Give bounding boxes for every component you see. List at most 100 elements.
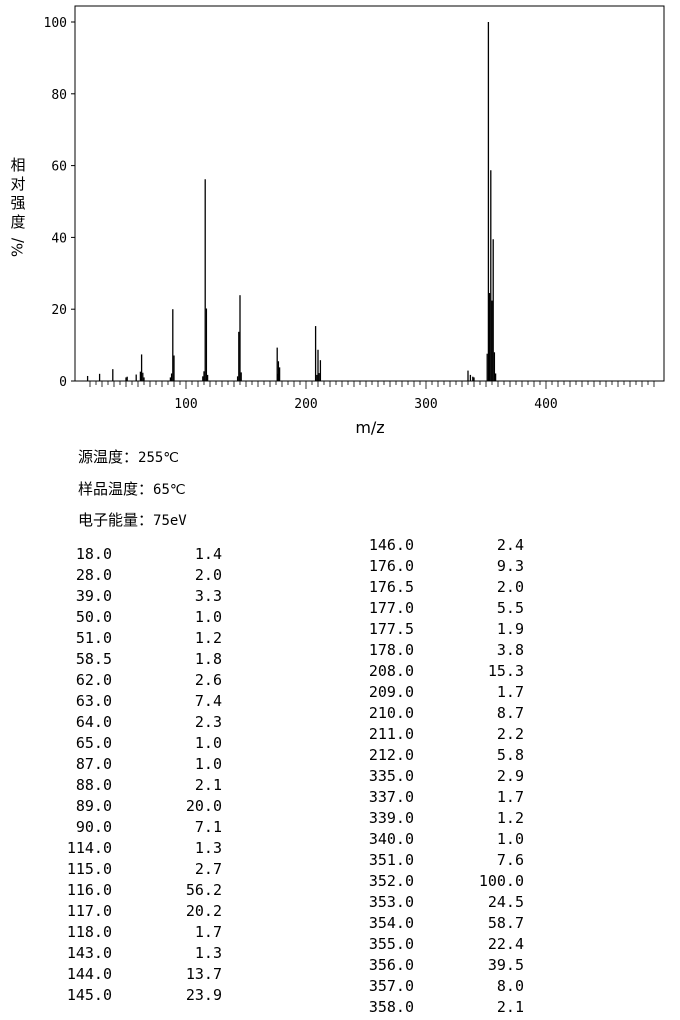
intensity-value: 1.8 bbox=[194, 650, 222, 668]
table-row: 177.5 1.9 bbox=[340, 619, 524, 640]
mz-value: 58.5 bbox=[75, 650, 112, 668]
table-row: 352.0 100.0 bbox=[340, 871, 524, 892]
intensity-value: 5.5 bbox=[496, 599, 524, 617]
electron-energy-value: 75eV bbox=[153, 513, 187, 529]
x-axis: 100 200 300 400 bbox=[89, 381, 655, 412]
intensity-value: 1.7 bbox=[194, 923, 222, 941]
mz-value: 50.0 bbox=[75, 608, 112, 626]
mz-value: 115.0 bbox=[66, 860, 112, 878]
table-row: 39.0 3.3 bbox=[50, 586, 222, 607]
table-row: 145.0 23.9 bbox=[50, 985, 222, 1006]
mz-value: 176.5 bbox=[368, 578, 414, 596]
intensity-value: 2.1 bbox=[194, 776, 222, 794]
table-row: 210.0 8.7 bbox=[340, 703, 524, 724]
intensity-value: 8.0 bbox=[496, 977, 524, 995]
peak-table-right: 146.0 2.4 176.0 9.3 176.5 2.0 177.0 5.5 177.5 1.9… bbox=[340, 535, 524, 1018]
source-temperature-value: 255℃ bbox=[138, 450, 180, 466]
mz-value: 208.0 bbox=[368, 662, 414, 680]
intensity-value: 1.0 bbox=[194, 734, 222, 752]
intensity-value: 20.0 bbox=[185, 797, 222, 815]
mz-value: 87.0 bbox=[75, 755, 112, 773]
table-row: 351.0 7.6 bbox=[340, 850, 524, 871]
table-row: 358.0 2.1 bbox=[340, 997, 524, 1018]
y-tick-label: 20 bbox=[51, 303, 67, 318]
intensity-value: 58.7 bbox=[487, 914, 524, 932]
mz-value: 209.0 bbox=[368, 683, 414, 701]
mz-value: 352.0 bbox=[368, 872, 414, 890]
intensity-value: 15.3 bbox=[487, 662, 524, 680]
intensity-value: 2.2 bbox=[496, 725, 524, 743]
intensity-value: 1.3 bbox=[194, 944, 222, 962]
table-row: 114.0 1.3 bbox=[50, 838, 222, 859]
table-row: 63.0 7.4 bbox=[50, 691, 222, 712]
table-row: 118.0 1.7 bbox=[50, 922, 222, 943]
intensity-value: 1.2 bbox=[496, 809, 524, 827]
mz-value: 65.0 bbox=[75, 734, 112, 752]
intensity-value: 2.3 bbox=[194, 713, 222, 731]
table-row: 51.0 1.2 bbox=[50, 628, 222, 649]
mz-value: 178.0 bbox=[368, 641, 414, 659]
y-tick-label: 100 bbox=[44, 16, 67, 31]
table-row: 146.0 2.4 bbox=[340, 535, 524, 556]
mz-value: 358.0 bbox=[368, 998, 414, 1016]
mz-value: 143.0 bbox=[66, 944, 112, 962]
mz-value: 118.0 bbox=[66, 923, 112, 941]
intensity-value: 5.8 bbox=[496, 746, 524, 764]
mz-value: 90.0 bbox=[75, 818, 112, 836]
y-axis-label: 相对强度 %/ bbox=[8, 156, 27, 258]
y-tick-label: 40 bbox=[51, 231, 67, 246]
table-row: 88.0 2.1 bbox=[50, 775, 222, 796]
table-row: 143.0 1.3 bbox=[50, 943, 222, 964]
y-axis: 0 20 40 60 80 100 bbox=[44, 16, 75, 390]
intensity-value: 1.9 bbox=[496, 620, 524, 638]
intensity-value: 2.9 bbox=[496, 767, 524, 785]
plot-frame bbox=[74, 5, 665, 382]
mz-value: 211.0 bbox=[368, 725, 414, 743]
mz-value: 28.0 bbox=[75, 566, 112, 584]
mz-value: 117.0 bbox=[66, 902, 112, 920]
intensity-value: 1.0 bbox=[194, 755, 222, 773]
intensity-value: 1.4 bbox=[194, 545, 222, 563]
mz-value: 39.0 bbox=[75, 587, 112, 605]
mz-value: 356.0 bbox=[368, 956, 414, 974]
mz-value: 62.0 bbox=[75, 671, 112, 689]
mz-value: 116.0 bbox=[66, 881, 112, 899]
intensity-value: 1.7 bbox=[496, 788, 524, 806]
intensity-value: 39.5 bbox=[487, 956, 524, 974]
table-row: 50.0 1.0 bbox=[50, 607, 222, 628]
intensity-value: 7.1 bbox=[194, 818, 222, 836]
mz-value: 145.0 bbox=[66, 986, 112, 1004]
table-row: 339.0 1.2 bbox=[340, 808, 524, 829]
table-row: 176.0 9.3 bbox=[340, 556, 524, 577]
table-row: 89.0 20.0 bbox=[50, 796, 222, 817]
table-row: 335.0 2.9 bbox=[340, 766, 524, 787]
intensity-value: 2.1 bbox=[496, 998, 524, 1016]
table-row: 357.0 8.0 bbox=[340, 976, 524, 997]
intensity-value: 7.6 bbox=[496, 851, 524, 869]
x-tick-label: 100 bbox=[174, 397, 197, 412]
table-row: 356.0 39.5 bbox=[340, 955, 524, 976]
intensity-value: 20.2 bbox=[185, 902, 222, 920]
table-row: 87.0 1.0 bbox=[50, 754, 222, 775]
intensity-value: 7.4 bbox=[194, 692, 222, 710]
intensity-value: 1.3 bbox=[194, 839, 222, 857]
mz-value: 353.0 bbox=[368, 893, 414, 911]
intensity-value: 1.2 bbox=[194, 629, 222, 647]
table-row: 355.0 22.4 bbox=[340, 934, 524, 955]
mz-value: 351.0 bbox=[368, 851, 414, 869]
intensity-value: 3.8 bbox=[496, 641, 524, 659]
intensity-value: 13.7 bbox=[185, 965, 222, 983]
intensity-value: 9.3 bbox=[496, 557, 524, 575]
intensity-value: 2.7 bbox=[194, 860, 222, 878]
table-row: 116.0 56.2 bbox=[50, 880, 222, 901]
table-row: 65.0 1.0 bbox=[50, 733, 222, 754]
y-tick-label: 0 bbox=[59, 375, 67, 390]
sample-temperature-value: 65℃ bbox=[153, 482, 186, 498]
mz-value: 64.0 bbox=[75, 713, 112, 731]
table-row: 176.5 2.0 bbox=[340, 577, 524, 598]
y-tick-label: 60 bbox=[51, 160, 67, 175]
mz-value: 177.5 bbox=[368, 620, 414, 638]
table-row: 353.0 24.5 bbox=[340, 892, 524, 913]
mz-value: 339.0 bbox=[368, 809, 414, 827]
table-row: 117.0 20.2 bbox=[50, 901, 222, 922]
